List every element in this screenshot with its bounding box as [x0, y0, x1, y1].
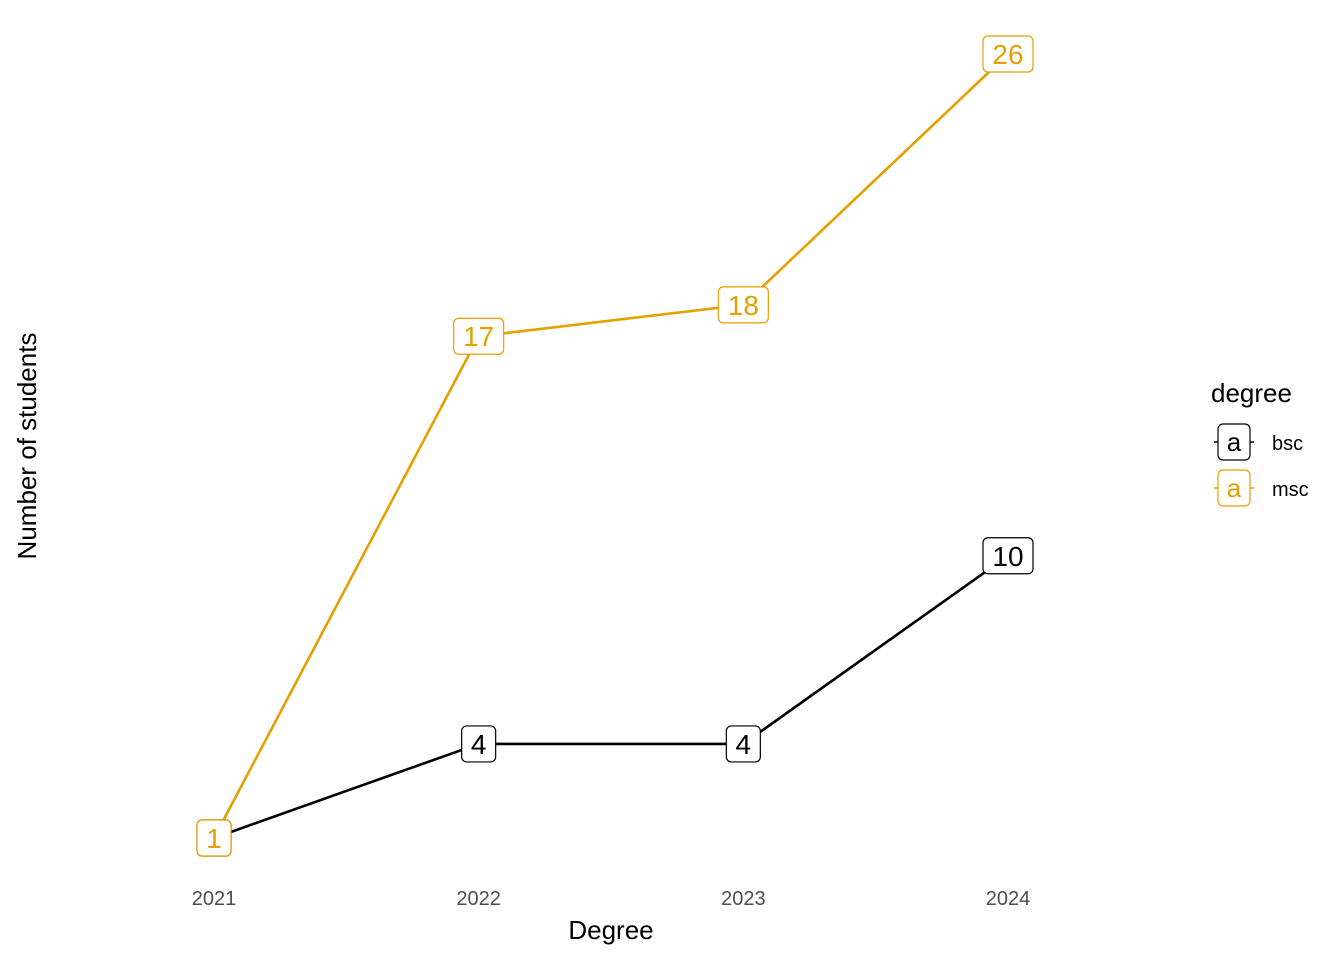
- data-label-text: 26: [992, 39, 1023, 70]
- x-tick-label: 2023: [721, 888, 766, 910]
- data-label-bsc: 4: [461, 725, 497, 763]
- data-label-box: [982, 537, 1034, 575]
- data-label-msc: 26: [982, 35, 1034, 73]
- data-label-msc: 17: [453, 317, 505, 355]
- data-label-text: 17: [463, 321, 494, 352]
- x-axis-title: Degree: [568, 915, 653, 945]
- x-axis-ticks: 2021 2022 2023 2024: [192, 888, 1031, 910]
- legend-key-glyph: a: [1227, 427, 1242, 457]
- legend-item-msc: a msc: [1214, 469, 1309, 507]
- series-line-msc: [212, 53, 1009, 839]
- y-axis-title: Number of students: [12, 333, 42, 560]
- data-label-bsc: 4: [725, 725, 761, 763]
- data-label-box: [461, 725, 497, 763]
- data-label-text: 18: [728, 290, 759, 321]
- data-label-box: [453, 317, 505, 355]
- legend: degree a bsc a msc: [1211, 378, 1309, 507]
- legend-label: msc: [1272, 479, 1309, 501]
- legend-label: bsc: [1272, 433, 1303, 455]
- x-tick-label: 2021: [192, 888, 237, 910]
- data-label-msc: 18: [717, 286, 769, 324]
- data-label-text: 4: [471, 729, 487, 760]
- data-label-text: 4: [736, 729, 752, 760]
- legend-item-bsc: a bsc: [1214, 423, 1303, 461]
- data-label-box: [982, 35, 1034, 73]
- legend-key-glyph: a: [1227, 473, 1242, 503]
- data-label-bsc: 10: [982, 537, 1034, 575]
- x-tick-label: 2024: [986, 888, 1031, 910]
- legend-key-box: [1217, 469, 1251, 507]
- x-tick-label: 2022: [456, 888, 501, 910]
- legend-key-box: [1217, 423, 1251, 461]
- data-label-box: [196, 819, 232, 857]
- series-line-bsc: [213, 554, 1009, 840]
- plot-area: 144101171826: [196, 35, 1034, 857]
- data-label-box: [717, 286, 769, 324]
- legend-title: degree: [1211, 378, 1292, 408]
- data-label-msc: 1: [196, 819, 232, 857]
- data-label-text: 10: [992, 541, 1023, 572]
- data-label-box: [725, 725, 761, 763]
- data-label-text: 1: [206, 823, 222, 854]
